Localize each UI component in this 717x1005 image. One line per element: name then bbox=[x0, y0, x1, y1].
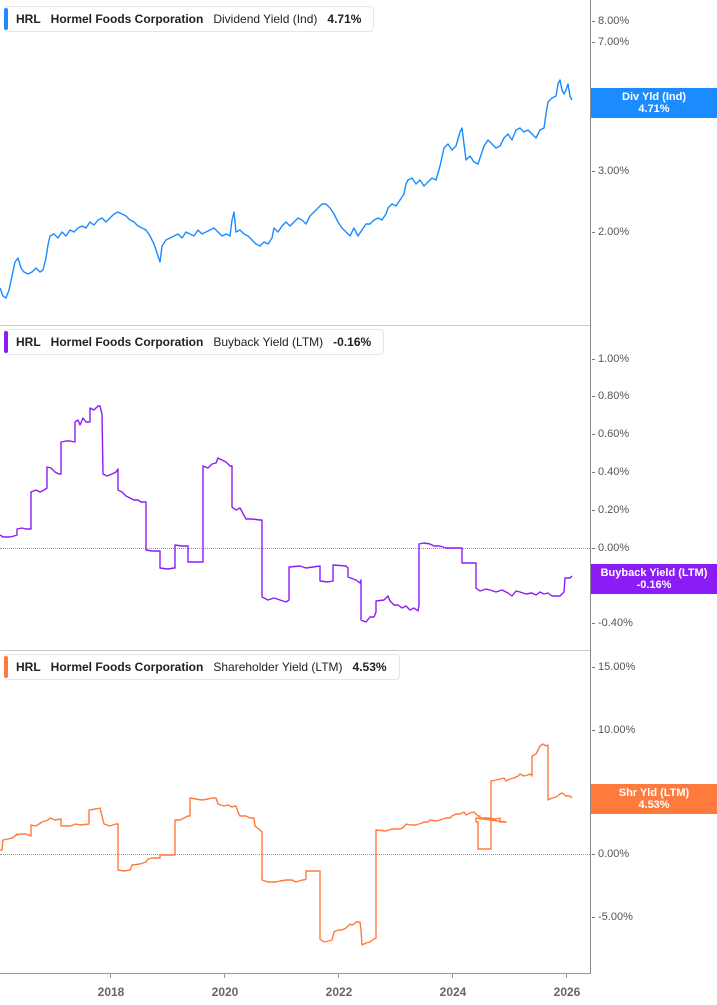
legend-buyback-yield[interactable]: HRL Hormel Foods Corporation Buyback Yie… bbox=[4, 329, 384, 355]
badge-value: 4.53% bbox=[638, 799, 670, 811]
y-tick: 8.00% bbox=[592, 15, 629, 27]
y-axis-line bbox=[590, 650, 591, 973]
metric-label: Shareholder Yield (LTM) bbox=[213, 660, 343, 674]
y-tick: 0.00% bbox=[592, 848, 629, 860]
x-tick-mark bbox=[338, 973, 339, 978]
badge-value: -0.16% bbox=[636, 579, 672, 591]
x-tick-label: 2018 bbox=[97, 985, 125, 999]
badge-value: 4.71% bbox=[638, 103, 670, 115]
current-value-badge: Div Yld (Ind) 4.71% bbox=[591, 88, 717, 118]
x-tick-label: 2026 bbox=[553, 985, 581, 999]
y-axis-line bbox=[590, 325, 591, 650]
y-tick: 15.00% bbox=[592, 661, 635, 673]
x-tick-mark bbox=[110, 973, 111, 978]
legend-dividend-yield[interactable]: HRL Hormel Foods Corporation Dividend Yi… bbox=[4, 6, 374, 32]
buyback-yield-panel: HRL Hormel Foods Corporation Buyback Yie… bbox=[0, 325, 717, 650]
ticker-label: HRL bbox=[16, 335, 41, 349]
y-tick: 0.40% bbox=[592, 466, 629, 478]
metric-label: Dividend Yield (Ind) bbox=[213, 12, 318, 26]
dividend-yield-panel: HRL Hormel Foods Corporation Dividend Yi… bbox=[0, 0, 717, 325]
zero-line bbox=[0, 548, 590, 549]
company-label: Hormel Foods Corporation bbox=[50, 660, 204, 674]
y-tick: 7.00% bbox=[592, 36, 629, 48]
shareholder-yield-line bbox=[0, 743, 573, 946]
ticker-label: HRL bbox=[16, 12, 41, 26]
zero-line bbox=[0, 854, 590, 855]
y-axis-line bbox=[590, 0, 591, 325]
company-label: Hormel Foods Corporation bbox=[50, 12, 204, 26]
ticker-label: HRL bbox=[16, 660, 41, 674]
metric-value: 4.53% bbox=[352, 660, 387, 674]
y-tick: 0.00% bbox=[592, 542, 629, 554]
y-tick: 2.00% bbox=[592, 226, 629, 238]
current-value-badge: Shr Yld (LTM) 4.53% bbox=[591, 784, 717, 814]
panel-divider bbox=[0, 650, 590, 651]
x-tick-mark bbox=[452, 973, 453, 978]
series-color-swatch bbox=[4, 656, 8, 678]
badge-label: Buyback Yield (LTM) bbox=[600, 567, 708, 579]
y-tick: 1.00% bbox=[592, 353, 629, 365]
badge-label: Div Yld (Ind) bbox=[622, 91, 686, 103]
y-tick: 0.80% bbox=[592, 390, 629, 402]
metric-value: 4.71% bbox=[327, 12, 362, 26]
y-tick: 0.60% bbox=[592, 428, 629, 440]
legend-shareholder-yield[interactable]: HRL Hormel Foods Corporation Shareholder… bbox=[4, 654, 400, 680]
shareholder-yield-panel: HRL Hormel Foods Corporation Shareholder… bbox=[0, 650, 717, 973]
metric-value: -0.16% bbox=[333, 335, 372, 349]
x-tick-label: 2020 bbox=[211, 985, 239, 999]
metric-label: Buyback Yield (LTM) bbox=[213, 335, 324, 349]
y-tick: -0.40% bbox=[592, 617, 633, 629]
current-value-badge: Buyback Yield (LTM) -0.16% bbox=[591, 564, 717, 594]
x-tick-mark bbox=[566, 973, 567, 978]
y-tick: 10.00% bbox=[592, 724, 635, 736]
buyback-yield-line bbox=[0, 405, 573, 623]
y-tick: 0.20% bbox=[592, 504, 629, 516]
y-tick: -5.00% bbox=[592, 911, 633, 923]
x-tick-mark bbox=[224, 973, 225, 978]
series-color-swatch bbox=[4, 8, 8, 30]
y-tick: 3.00% bbox=[592, 165, 629, 177]
x-axis-line bbox=[0, 973, 591, 974]
x-tick-label: 2022 bbox=[325, 985, 353, 999]
dividend-yield-line bbox=[0, 79, 573, 299]
x-tick-label: 2024 bbox=[439, 985, 467, 999]
panel-divider bbox=[0, 325, 590, 326]
company-label: Hormel Foods Corporation bbox=[50, 335, 204, 349]
series-color-swatch bbox=[4, 331, 8, 353]
badge-label: Shr Yld (LTM) bbox=[618, 787, 690, 799]
